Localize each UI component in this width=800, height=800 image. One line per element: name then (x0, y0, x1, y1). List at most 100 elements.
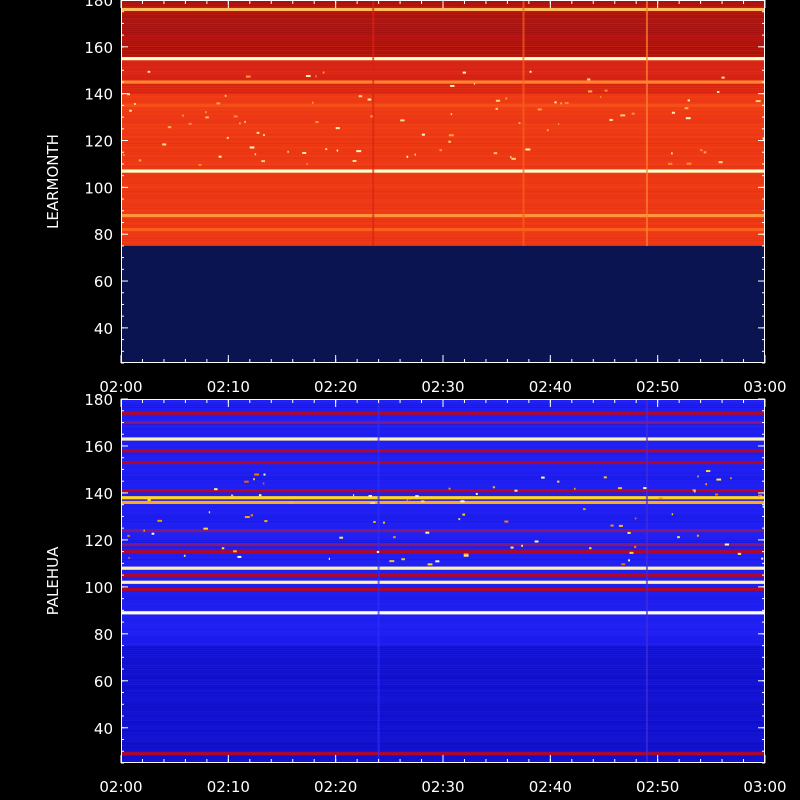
texture-row (121, 220, 765, 222)
texture-row (121, 96, 765, 98)
texture-row (121, 428, 765, 430)
texture-row (121, 556, 765, 559)
texture-row (121, 134, 765, 136)
burst-dot (460, 500, 465, 503)
burst-dot (420, 500, 425, 503)
burst-dot (518, 122, 521, 125)
texture-row (121, 423, 765, 425)
texture-row (121, 603, 765, 605)
texture-row (121, 578, 765, 580)
texture-row (121, 476, 765, 478)
burst-dot (521, 544, 523, 547)
burst-dot (409, 497, 411, 500)
texture-row (121, 647, 765, 650)
emission-line (121, 228, 765, 232)
burst-dot (546, 129, 549, 132)
texture-row (121, 732, 765, 734)
texture-row (121, 649, 765, 652)
burst-dot (400, 119, 405, 122)
emission-line (121, 449, 765, 453)
texture-row (121, 747, 765, 749)
texture-row (121, 510, 765, 512)
burst-dot (504, 520, 509, 523)
texture-row (121, 616, 765, 618)
burst-dot (705, 470, 711, 473)
burst-dot (511, 157, 516, 160)
y-tick-label: 40 (94, 320, 113, 338)
texture-row (121, 466, 765, 468)
burst-dot (534, 540, 539, 543)
burst-dot (373, 520, 376, 523)
burst-dot (214, 488, 218, 491)
texture-row (121, 415, 765, 417)
burst-dot (376, 550, 380, 553)
texture-row (121, 231, 765, 233)
burst-dot (574, 487, 576, 490)
texture-row (121, 127, 765, 130)
burst-dot (322, 71, 325, 74)
texture-row (121, 559, 765, 561)
texture-row (121, 546, 765, 548)
texture-row (121, 100, 765, 102)
x-tick-label: 02:00 (99, 778, 142, 796)
texture-row (121, 679, 765, 681)
texture-row (121, 125, 765, 128)
texture-row (121, 468, 765, 470)
y-tick-label: 180 (84, 0, 113, 10)
texture-row (121, 132, 765, 134)
texture-row (121, 474, 765, 476)
x-tick-label: 02:40 (529, 378, 572, 396)
burst-dot (705, 483, 708, 486)
burst-dot (252, 478, 256, 481)
burst-dot (450, 84, 455, 87)
burst-dot (697, 475, 699, 478)
burst-dot (724, 543, 730, 546)
texture-row (121, 609, 765, 611)
burst-dot (358, 95, 363, 98)
texture-row (121, 485, 765, 487)
burst-dot (762, 137, 765, 140)
texture-row (121, 520, 765, 523)
burst-dot (693, 490, 696, 493)
texture-row (121, 56, 765, 58)
burst-dot (541, 476, 545, 479)
texture-row (121, 571, 765, 573)
texture-row (121, 102, 765, 104)
intensity-band (121, 58, 765, 94)
texture-row (121, 453, 765, 455)
texture-row (121, 658, 765, 660)
burst-dot (224, 94, 227, 97)
burst-dot (204, 111, 207, 114)
burst-dot (315, 120, 319, 123)
burst-dot (628, 559, 631, 562)
texture-row (121, 535, 765, 537)
texture-row (121, 222, 765, 225)
texture-row (121, 487, 765, 489)
texture-row (121, 561, 765, 563)
burst-dot (306, 162, 308, 165)
texture-row (121, 444, 765, 447)
texture-row (121, 745, 765, 747)
texture-row (121, 130, 765, 132)
burst-dot (761, 557, 764, 560)
texture-row (121, 224, 765, 227)
texture-row (121, 472, 765, 474)
y-tick-label: 160 (84, 39, 113, 57)
burst-dot (450, 113, 453, 116)
burst-dot (245, 75, 251, 78)
burst-dot (617, 487, 623, 490)
texture-row (121, 586, 765, 588)
texture-row (121, 417, 765, 419)
texture-row (121, 87, 765, 90)
texture-row (121, 692, 765, 694)
x-tick-label: 02:10 (207, 778, 250, 796)
texture-row (121, 635, 765, 637)
texture-row (121, 54, 765, 56)
texture-row (121, 637, 765, 639)
texture-row (121, 199, 765, 201)
texture-row (121, 92, 765, 94)
x-tick-label: 02:20 (314, 778, 357, 796)
texture-row (121, 734, 765, 736)
texture-row (121, 749, 765, 751)
texture-row (121, 189, 765, 191)
